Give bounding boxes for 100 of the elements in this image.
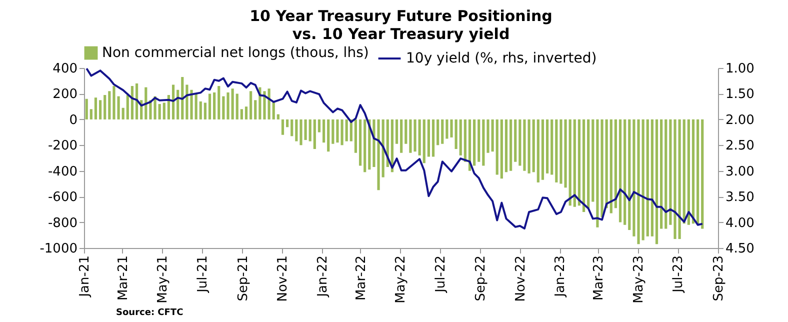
bar [276,114,280,120]
bar [418,119,421,156]
y-tick-label: -1000 [40,242,78,256]
y-tick-label: -200 [48,138,78,154]
bar [701,119,704,229]
x-tick-label: Mar-21 [116,256,131,300]
bar [414,119,416,152]
bar [108,91,111,120]
x-tick-label: Sep-22 [474,256,489,302]
bar [578,119,581,206]
bar [674,119,676,239]
bar [650,119,654,236]
x-tick-label: Sep-23 [712,256,726,302]
bar [518,119,522,166]
bar [478,119,480,162]
bar [226,92,230,120]
bar [592,119,594,202]
bar [158,104,161,120]
x-tick-label: May-23 [631,256,646,304]
bar [404,119,408,144]
bar [172,84,175,120]
x-tick-label: Mar-23 [592,256,607,300]
x-tick-label: May-21 [156,256,171,304]
bar [395,119,398,144]
bar [496,119,498,175]
bar [536,119,540,182]
bar [669,119,672,225]
bar [687,119,690,225]
bar [614,119,617,208]
bar [322,119,326,143]
bar [409,119,412,153]
y2-tick-label: 1.00 [726,62,754,76]
y-tick-label: 0 [69,112,78,128]
bar [358,119,362,166]
x-tick-label: Nov-22 [513,256,528,302]
bar [218,86,220,120]
bar [199,101,202,120]
x-tick-label: May-22 [394,256,409,304]
bar [504,119,508,172]
bar [514,119,517,162]
bar [573,119,576,207]
x-tick-label: Jan-22 [315,256,330,298]
bar [244,106,248,120]
y-tick-label: 400 [52,62,78,76]
x-tick-label: Jul-22 [433,256,448,294]
x-tick-label: Sep-21 [236,256,251,302]
bar [500,119,503,179]
bar [546,119,549,174]
bar [610,119,612,214]
bar [473,119,476,166]
bar [208,94,212,120]
bar [459,119,462,156]
bar [587,119,590,208]
bar [646,119,649,236]
bar [240,109,243,120]
y2-tick-label: 3.50 [726,190,754,206]
bar [400,119,403,153]
x-tick-label: Jul-23 [671,256,686,294]
bar [446,119,448,139]
bar [94,98,98,120]
x-tick-label: Jan-23 [553,256,568,298]
y2-tick-label: 3.00 [726,164,754,180]
x-tick-label: Jan-21 [78,256,92,298]
bar [628,119,631,230]
bar [181,77,184,120]
bar [642,119,644,240]
bar [454,119,458,149]
bar [290,119,294,136]
bar [632,119,636,236]
bar [126,95,129,120]
chart-title: 10 Year Treasury Future Positioning vs. 10 Year Treasury yield [250,7,552,43]
y-tick-label: -600 [48,190,78,206]
bar [422,119,426,164]
bar [318,119,321,132]
line-series [86,68,704,230]
x-tick-label: Jul-21 [195,256,210,294]
y2-tick-label: 4.50 [726,242,754,256]
bar [162,102,166,120]
bar [90,109,92,120]
x-tick-label: Mar-22 [354,256,369,300]
bar [568,119,572,206]
bar [637,119,640,244]
y-tick-label: 200 [52,87,78,102]
bar [664,119,668,229]
bar [555,119,558,182]
y-tick-label: -800 [48,216,78,231]
bar [624,119,626,225]
bar [313,119,316,149]
bar [618,119,622,222]
bar [450,119,453,138]
y-tick-label: -400 [48,164,78,180]
bar [696,119,700,225]
bar [464,119,466,162]
bar [509,119,512,171]
bar [194,94,198,120]
bar [85,98,88,120]
legend-label: 10y yield (%, rhs, inverted) [406,50,597,66]
bar [98,100,102,120]
bar [692,119,695,224]
bar [605,119,608,208]
